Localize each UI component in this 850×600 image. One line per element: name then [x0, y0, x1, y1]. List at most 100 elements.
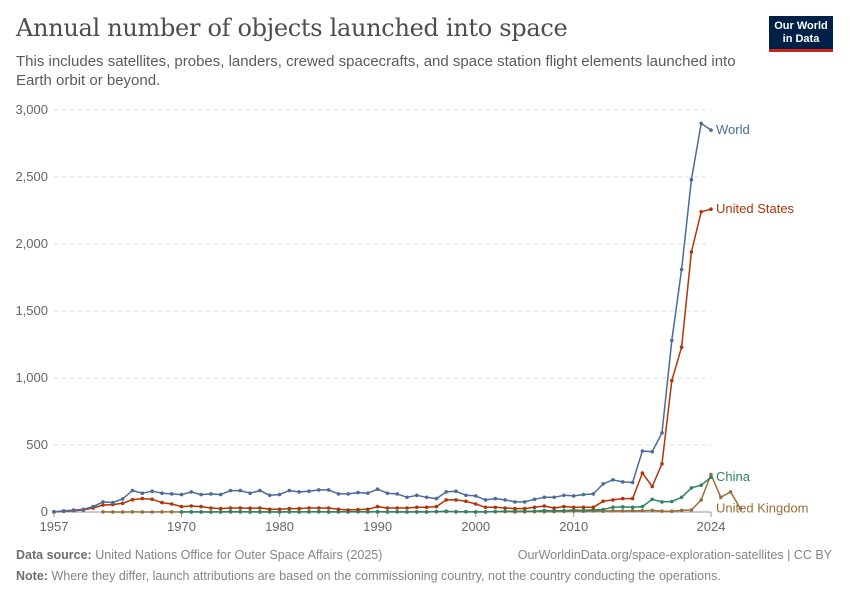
china-point [464, 509, 468, 514]
world-point [660, 431, 664, 435]
united-kingdom-point [120, 510, 125, 514]
x-tick-label: 2024 [697, 519, 726, 534]
world-point [71, 508, 76, 512]
world-point [640, 449, 645, 453]
united-states-point [287, 506, 292, 511]
world-point [611, 478, 615, 482]
x-tick-label: 1970 [167, 519, 196, 534]
chart-note: Note: Where they differ, launch attribut… [16, 569, 721, 583]
united-states-point [620, 496, 625, 501]
china-point [640, 504, 645, 509]
world-point [238, 488, 243, 493]
united-states-point [630, 496, 635, 501]
united-kingdom-point [101, 510, 105, 514]
united-states-point [120, 501, 125, 506]
china-point [238, 509, 243, 514]
united-states-point [375, 504, 380, 509]
china-point [571, 508, 576, 512]
world-point [444, 490, 449, 494]
united-states-point [493, 505, 498, 510]
united-states-point [160, 500, 164, 505]
united-states-point [238, 506, 243, 510]
world-point [179, 492, 184, 497]
world-point [228, 488, 233, 493]
united-states-point [709, 207, 713, 211]
china-point [317, 509, 321, 514]
y-tick-label: 1,500 [15, 303, 48, 318]
x-tick-label: 1980 [265, 519, 294, 534]
united-states-point [611, 498, 615, 502]
world-point [503, 498, 507, 502]
united-kingdom-point [140, 510, 145, 514]
china-point [483, 510, 488, 514]
world-point [513, 500, 517, 504]
world-point [473, 494, 478, 498]
world-point [317, 488, 321, 492]
united-states-point [699, 210, 703, 214]
china-point [513, 509, 517, 513]
world-point [111, 500, 115, 505]
x-tick-label: 2000 [461, 519, 490, 534]
china-point [660, 500, 664, 504]
world-point [670, 338, 674, 343]
united-states-point [326, 506, 331, 510]
united-kingdom-point [130, 510, 135, 514]
world-point [464, 493, 468, 498]
world-point [277, 492, 282, 497]
source-label: Data source: [16, 548, 92, 562]
united-kingdom-point [111, 510, 115, 514]
united-states-point [169, 502, 174, 506]
united-kingdom-point [689, 508, 694, 512]
united-states-point [130, 497, 135, 502]
united-states-point [189, 504, 194, 508]
world-point [199, 492, 203, 497]
world-point [189, 490, 194, 494]
united-states-point [405, 506, 409, 510]
owid-logo[interactable]: Our World in Data [769, 16, 833, 52]
china-point [454, 510, 458, 514]
china-point [287, 509, 292, 514]
united-states-point [228, 506, 233, 510]
united-states-point [307, 506, 311, 510]
world-point [248, 491, 252, 496]
united-states-point [542, 504, 547, 508]
world-point [571, 494, 576, 498]
united-kingdom-point [630, 508, 635, 513]
china-point [611, 505, 615, 510]
y-tick-label: 1,000 [15, 370, 48, 385]
united-states-point [297, 506, 301, 511]
world-point [52, 509, 56, 514]
china-point [709, 475, 713, 480]
united-kingdom-point [679, 508, 684, 513]
x-tick-label: 1990 [363, 519, 392, 534]
credit-link[interactable]: OurWorldinData.org/space-exploration-sat… [517, 548, 832, 562]
world-point [209, 492, 213, 496]
china-point [620, 505, 625, 509]
note-text: Where they differ, launch attributions a… [51, 569, 721, 583]
united-states-point [209, 506, 213, 510]
china-point [405, 510, 409, 514]
china-point [542, 508, 547, 513]
world-point [699, 121, 703, 126]
united-states-point [454, 498, 458, 502]
united-states-point [366, 507, 370, 512]
world-point [493, 496, 498, 501]
source-text[interactable]: United Nations Office for Outer Space Af… [95, 548, 383, 562]
china-point [670, 499, 674, 504]
united-states-point [415, 505, 419, 510]
united-states-point [464, 499, 468, 504]
world-point [169, 492, 174, 496]
china-point [699, 483, 703, 488]
y-tick-label: 2,500 [15, 169, 48, 184]
world-point [395, 492, 400, 496]
china-point [522, 509, 527, 514]
world-point [366, 491, 370, 496]
china-point [395, 510, 400, 514]
china-point [366, 510, 370, 514]
world-point [601, 482, 605, 486]
world-point [532, 497, 537, 502]
china-point [444, 509, 449, 513]
united-states-point [552, 506, 556, 510]
united-states-point [503, 506, 507, 510]
united-kingdom-point [611, 509, 615, 513]
